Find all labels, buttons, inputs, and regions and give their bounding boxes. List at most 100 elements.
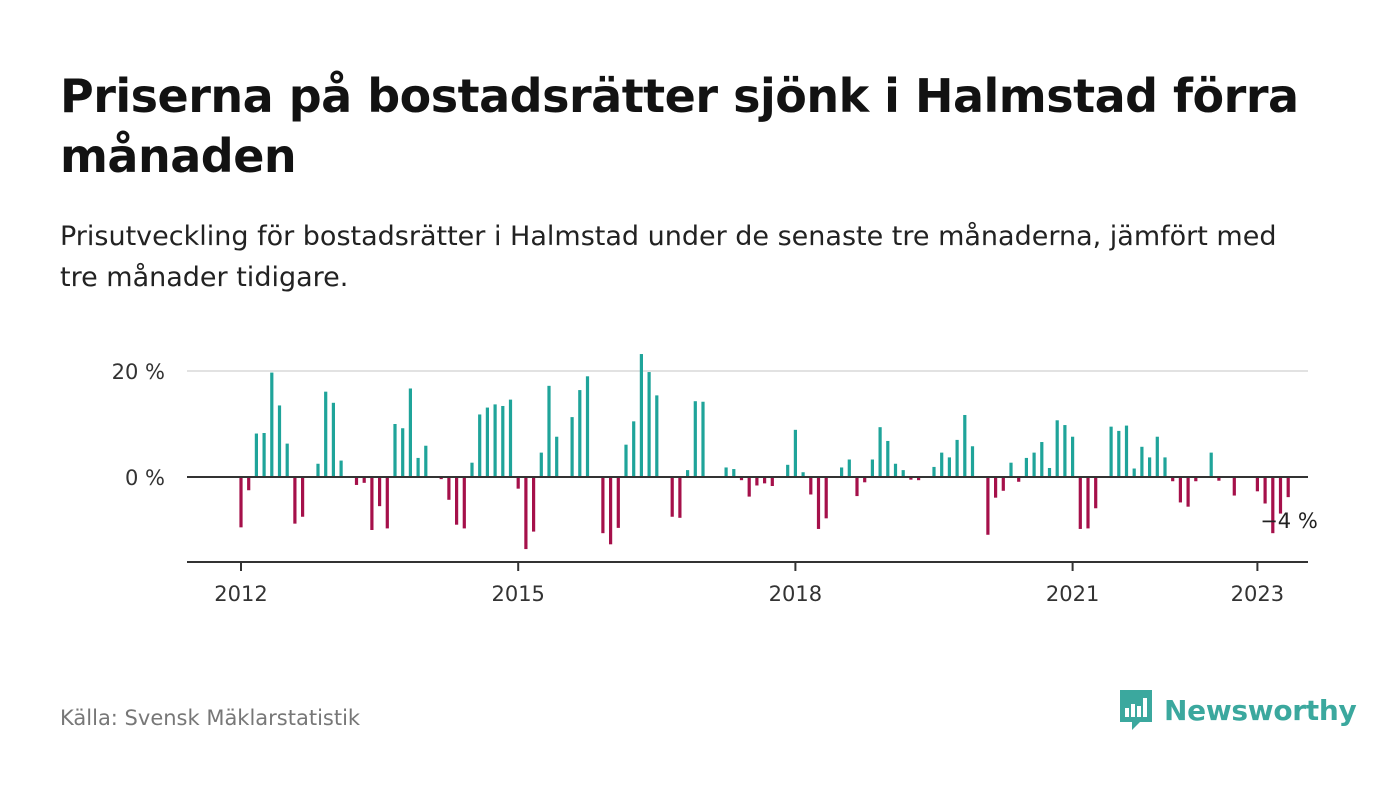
bar <box>439 477 443 480</box>
bar <box>732 469 736 477</box>
bar <box>901 470 905 477</box>
bar <box>647 372 651 477</box>
bar <box>701 401 705 477</box>
bar <box>994 477 998 498</box>
bar <box>886 440 890 477</box>
bar <box>1155 436 1159 477</box>
bar <box>1217 477 1221 481</box>
bar <box>870 459 874 477</box>
bar <box>447 477 451 500</box>
bar <box>878 427 882 477</box>
newsworthy-logo-icon <box>1120 690 1152 730</box>
bar <box>1024 457 1028 477</box>
bar <box>770 477 774 487</box>
brand-logo[interactable]: Newsworthy <box>1118 688 1357 732</box>
bar <box>917 477 921 481</box>
bar <box>601 477 605 534</box>
bar <box>285 443 289 477</box>
bar <box>863 477 867 483</box>
bar <box>893 463 898 477</box>
x-tick-label: 2023 <box>1231 582 1284 606</box>
bar <box>755 477 759 486</box>
bar <box>724 467 728 477</box>
bar <box>408 388 412 477</box>
bar <box>970 446 975 477</box>
bar <box>1148 457 1152 477</box>
y-tick-label: 0 % <box>125 466 165 490</box>
bar <box>763 477 767 484</box>
bar <box>1001 477 1005 491</box>
bar-chart: 0 % 20 % 2012 2015 2018 2021 2023 −4 % <box>112 354 1318 606</box>
bar <box>270 372 274 477</box>
bar <box>809 477 813 495</box>
bar <box>1109 426 1113 477</box>
bar <box>1163 457 1167 477</box>
bar <box>816 477 821 529</box>
bar <box>1094 477 1098 509</box>
bar <box>378 477 382 507</box>
bar <box>247 477 251 491</box>
bar <box>616 477 620 528</box>
bar <box>786 464 790 477</box>
bar <box>254 433 258 477</box>
bar <box>516 477 520 489</box>
bar <box>1032 452 1036 477</box>
bar <box>1271 477 1275 534</box>
bar <box>470 462 474 477</box>
x-tick-label: 2012 <box>214 582 267 606</box>
bar <box>847 459 851 477</box>
bar <box>632 421 636 477</box>
bar <box>316 463 320 477</box>
bar <box>940 452 944 477</box>
bar <box>1186 477 1190 507</box>
bar <box>932 466 936 477</box>
bar <box>277 405 282 477</box>
bar <box>955 439 959 477</box>
x-tick-label: 2015 <box>491 582 544 606</box>
bar <box>1117 430 1121 477</box>
x-tick-label: 2018 <box>769 582 822 606</box>
bar <box>455 477 459 525</box>
bar <box>485 407 489 477</box>
chart-subtitle: Prisutveckling för bostadsrätter i Halms… <box>60 221 1277 293</box>
bar <box>1178 477 1182 503</box>
bar <box>1063 425 1067 477</box>
bar <box>947 457 951 477</box>
bars <box>239 354 1290 550</box>
bar <box>1071 436 1075 477</box>
bar <box>747 477 751 497</box>
bar <box>478 414 482 477</box>
bar <box>693 401 697 477</box>
x-tick-label: 2021 <box>1046 582 1099 606</box>
bar <box>393 424 397 477</box>
bar <box>555 436 559 477</box>
bar <box>1263 477 1267 504</box>
bar <box>547 385 551 477</box>
bar <box>624 444 628 477</box>
bar <box>539 452 543 477</box>
bar <box>739 477 744 481</box>
axes <box>187 476 1308 571</box>
bar <box>1078 477 1082 529</box>
bar <box>293 477 297 524</box>
bar <box>801 472 805 477</box>
bar <box>1171 477 1175 482</box>
bar <box>670 477 674 517</box>
bar <box>416 457 420 477</box>
bar <box>909 477 913 480</box>
bar <box>585 376 590 477</box>
bar <box>609 477 613 545</box>
bar <box>493 404 497 477</box>
bar <box>655 395 659 477</box>
bar <box>1055 420 1059 477</box>
bar <box>986 477 990 535</box>
bar <box>639 354 643 477</box>
bar <box>1017 477 1021 482</box>
bar <box>524 477 528 550</box>
bar <box>1040 442 1044 477</box>
bar <box>424 445 428 477</box>
bar <box>385 477 389 529</box>
brand-name: Newsworthy <box>1164 693 1357 727</box>
bar <box>324 391 328 477</box>
bar <box>570 417 574 477</box>
